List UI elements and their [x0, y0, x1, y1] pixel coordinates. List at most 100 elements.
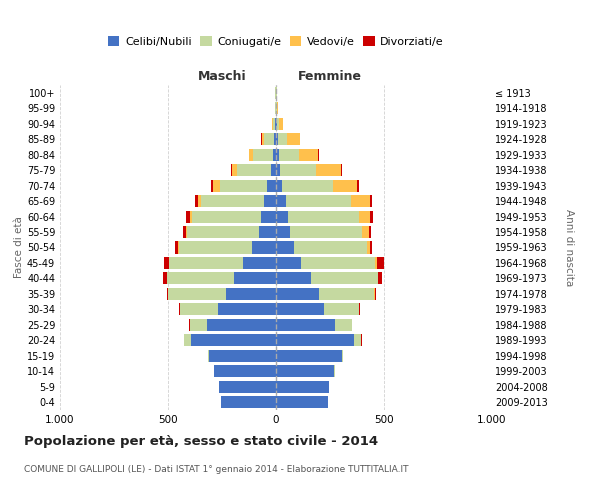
Bar [220, 180, 268, 192]
Bar [192, 210, 261, 222]
Bar [167, 272, 234, 284]
Bar [342, 350, 343, 362]
Text: Popolazione per età, sesso e stato civile - 2014: Popolazione per età, sesso e stato civil… [24, 435, 378, 448]
Bar [280, 164, 316, 176]
Bar [359, 210, 370, 222]
Bar [333, 180, 357, 192]
Bar [316, 164, 341, 176]
Bar [286, 195, 350, 207]
Bar [367, 242, 370, 254]
Bar [163, 272, 167, 284]
Bar [214, 366, 276, 378]
Bar [187, 210, 190, 222]
Bar [377, 257, 383, 269]
Bar [278, 133, 287, 145]
Bar [287, 133, 300, 145]
Bar [214, 180, 220, 192]
Bar [275, 118, 276, 130]
Bar [276, 210, 288, 222]
Bar [184, 334, 191, 346]
Bar [207, 319, 276, 331]
Y-axis label: Anni di nascita: Anni di nascita [564, 209, 574, 286]
Bar [290, 226, 362, 238]
Bar [295, 242, 367, 254]
Bar [359, 304, 360, 316]
Bar [231, 164, 232, 176]
Bar [195, 195, 198, 207]
Bar [209, 350, 276, 362]
Bar [178, 242, 179, 254]
Bar [276, 242, 295, 254]
Bar [375, 288, 376, 300]
Bar [370, 210, 373, 222]
Bar [276, 133, 278, 145]
Bar [264, 133, 274, 145]
Bar [234, 272, 276, 284]
Bar [259, 226, 276, 238]
Bar [276, 180, 283, 192]
Bar [276, 257, 301, 269]
Bar [219, 381, 276, 393]
Bar [190, 210, 192, 222]
Text: COMUNE DI GALLIPOLI (LE) - Dati ISTAT 1° gennaio 2014 - Elaborazione TUTTITALIA.: COMUNE DI GALLIPOLI (LE) - Dati ISTAT 1°… [24, 465, 409, 474]
Bar [264, 195, 276, 207]
Bar [318, 148, 319, 160]
Bar [202, 195, 264, 207]
Bar [271, 164, 276, 176]
Bar [276, 381, 329, 393]
Bar [253, 148, 273, 160]
Bar [226, 288, 276, 300]
Bar [377, 272, 379, 284]
Bar [276, 272, 311, 284]
Bar [179, 242, 252, 254]
Bar [276, 195, 286, 207]
Bar [276, 226, 290, 238]
Bar [279, 118, 283, 130]
Bar [276, 319, 335, 331]
Bar [288, 210, 359, 222]
Bar [276, 288, 319, 300]
Bar [370, 242, 372, 254]
Bar [169, 257, 242, 269]
Y-axis label: Fasce di età: Fasce di età [14, 216, 24, 278]
Bar [175, 242, 178, 254]
Bar [218, 304, 276, 316]
Bar [183, 226, 187, 238]
Text: Maschi: Maschi [197, 70, 247, 82]
Bar [370, 195, 372, 207]
Bar [242, 257, 276, 269]
Bar [198, 195, 202, 207]
Bar [237, 164, 271, 176]
Bar [299, 148, 318, 160]
Bar [164, 257, 169, 269]
Bar [283, 180, 333, 192]
Text: Femmine: Femmine [298, 70, 362, 82]
Bar [319, 288, 374, 300]
Bar [249, 148, 253, 160]
Bar [272, 118, 273, 130]
Bar [276, 148, 279, 160]
Bar [180, 304, 218, 316]
Bar [276, 350, 342, 362]
Bar [362, 226, 369, 238]
Bar [208, 350, 209, 362]
Bar [379, 272, 382, 284]
Bar [274, 133, 276, 145]
Bar [232, 164, 237, 176]
Bar [276, 334, 354, 346]
Bar [276, 118, 277, 130]
Bar [276, 396, 328, 408]
Bar [311, 272, 377, 284]
Bar [335, 319, 352, 331]
Bar [369, 226, 371, 238]
Bar [211, 180, 214, 192]
Bar [279, 148, 299, 160]
Bar [190, 319, 207, 331]
Legend: Celibi/Nubili, Coniugati/e, Vedovi/e, Divorziati/e: Celibi/Nubili, Coniugati/e, Vedovi/e, Di… [104, 32, 448, 52]
Bar [191, 334, 276, 346]
Bar [273, 118, 275, 130]
Bar [262, 133, 264, 145]
Bar [376, 257, 377, 269]
Bar [323, 304, 359, 316]
Bar [167, 288, 168, 300]
